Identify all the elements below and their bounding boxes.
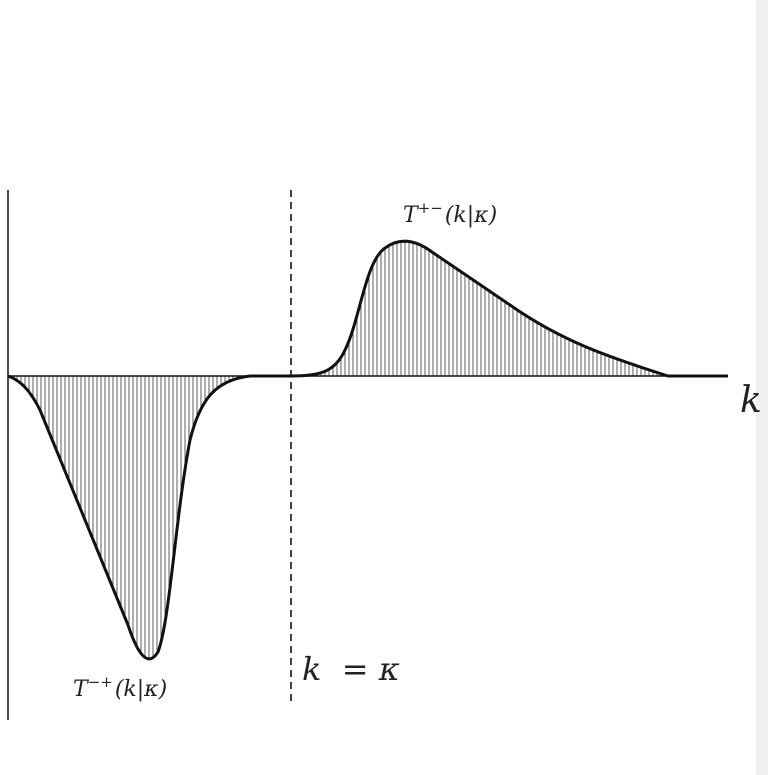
upper-curve — [290, 239, 728, 378]
lower-curve-label: T−+(k|κ) — [73, 673, 167, 702]
scrollbar-track — [756, 0, 768, 775]
lower-hatched-area — [8, 376, 250, 659]
divider-label: k = κ — [302, 650, 400, 688]
axis-label-k: k — [740, 380, 762, 421]
lower-curve — [7, 374, 291, 661]
upper-curve-label: T+−(k|κ) — [403, 199, 497, 228]
